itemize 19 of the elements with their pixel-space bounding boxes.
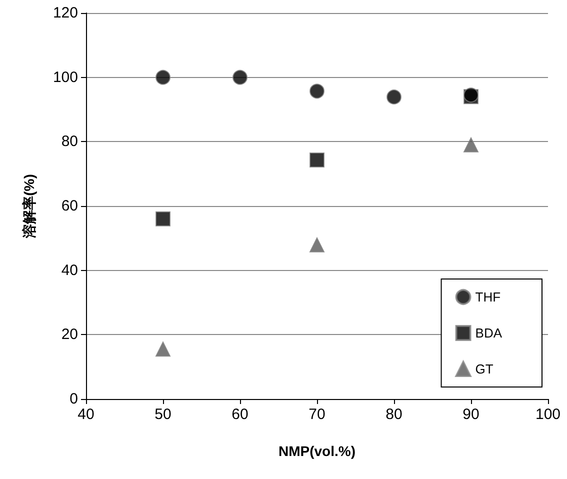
y-tick-label: 0 [70,390,78,408]
x-tick-label: 90 [462,406,480,423]
x-axis-title: NMP(vol.%) [278,443,356,459]
x-tick-label: 100 [535,406,561,423]
legend-label: GT [475,362,494,376]
y-tick-label: 20 [61,326,78,344]
y-tick-label: 60 [61,198,78,214]
x-tick-label: 70 [308,406,326,423]
y-tick-label: 100 [52,68,78,86]
y-tick-label: 40 [61,262,78,279]
x-tick-label: 50 [154,406,172,423]
y-axis-title: 溶解率(%) [21,174,37,239]
x-tick-label: 40 [78,406,94,423]
y-tick-label: 80 [61,133,78,150]
legend-label: BDA [475,326,502,340]
x-tick-label: 60 [232,406,248,423]
x-tick-label: 80 [386,406,402,423]
legend-label: THF [475,290,501,304]
y-tick-label: 120 [52,4,78,22]
